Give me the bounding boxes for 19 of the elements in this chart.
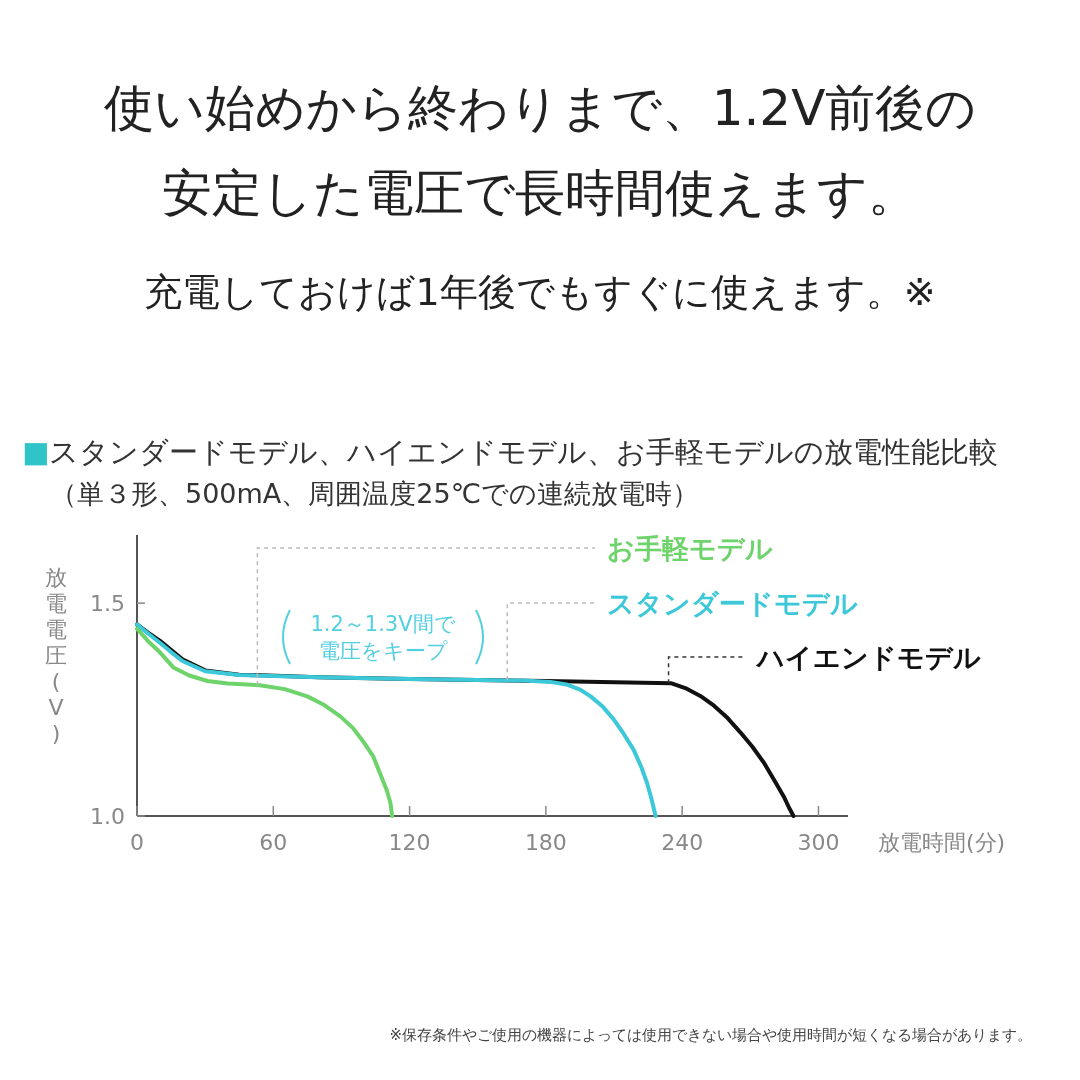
- chart-title: 使い始めから終わりまで、1.2V前後の安定した電圧で長時間使えます。: [103, 79, 977, 222]
- annotation: 1.2～1.3V間で電圧をキープ: [310, 612, 456, 663]
- ylabel: 放電電圧(V): [45, 565, 67, 746]
- x-tick-label: 300: [797, 830, 840, 855]
- chart-subtitle: 充電しておけば1年後でもすぐに使えます。※: [144, 270, 936, 314]
- y-tick-label: 1.5: [90, 591, 125, 617]
- text: ■スタンダードモデル、ハイエンドモデル、お手軽モデルの放電性能比較: [22, 435, 999, 469]
- x-tick-label: 60: [259, 830, 288, 855]
- x-tick-label: 0: [130, 830, 144, 855]
- annotation: ハイエンドモデル: [755, 642, 981, 673]
- y-tick-label: 1.0: [90, 804, 125, 829]
- x-tick-label: 180: [524, 830, 567, 855]
- x-axis-title: 放電時間(分): [878, 830, 1006, 855]
- text: （単３形、500mA、周囲温度25℃での連続放電時）: [50, 478, 699, 509]
- annotation: スタンダードモデル: [607, 588, 858, 619]
- annotation: お手軽モデル: [607, 533, 773, 564]
- text: ※保存条件やご使用の機器によっては使用できない場合や使用時間が短くなる場合があります。: [389, 1026, 1032, 1044]
- x-tick-label: 240: [661, 830, 704, 855]
- x-tick-label: 120: [388, 830, 431, 855]
